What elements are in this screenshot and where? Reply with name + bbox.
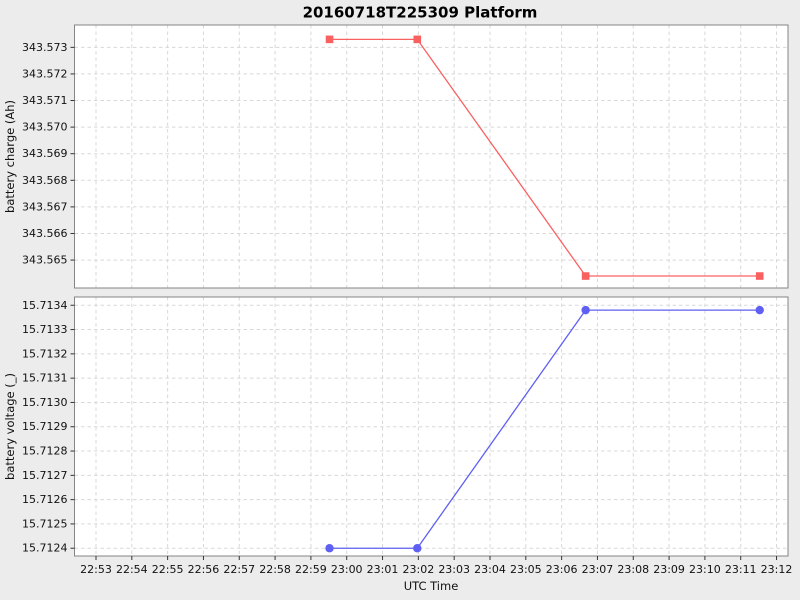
chart-title: 20160718T225309 Platform [303,4,538,22]
x-tick-label: 22:56 [188,563,220,576]
x-tick-label: 23:06 [546,563,578,576]
x-tick-label: 22:58 [259,563,291,576]
battery-charge-line [329,38,760,277]
circle-marker [413,544,422,553]
battery-voltage-line [329,309,760,549]
y-tick-label: 15.7134 [22,299,68,312]
y-tick-label: 15.7124 [22,542,68,555]
circle-marker [581,305,590,315]
y-tick-label: 15.7127 [22,469,68,482]
x-tick-label: 23:12 [761,563,793,576]
x-tick-label: 22:54 [116,563,148,576]
square-marker [581,272,590,280]
x-tick-label: 22:55 [152,563,184,576]
x-tick-label: 23:07 [582,563,614,576]
x-tick-label: 23:09 [653,563,685,576]
y-axis-label-battery-voltage: battery voltage (_) [3,373,17,480]
x-tick-label: 23:02 [403,563,435,576]
y-tick-label: 15.7130 [22,396,68,409]
y-tick-label: 343.573 [22,41,68,54]
y-tick-label: 343.569 [22,147,68,160]
x-tick-label: 23:08 [617,563,649,576]
y-tick-label: 15.7128 [22,445,68,458]
x-tick-label: 23:10 [689,563,721,576]
plot-frame [74,24,789,289]
x-tick-label: 22:59 [295,563,327,576]
battery-voltage-plot: 15.7124 15.7125 15.7126 15.7127 15.7128 15.71… [22,296,793,576]
y-tick-label: 15.7125 [22,517,68,530]
y-tick-label: 15.7126 [22,493,68,506]
y-tick-label: 343.565 [22,254,68,267]
x-tick-label: 22:57 [223,563,255,576]
x-tick-label: 22:53 [80,563,112,576]
square-marker [755,272,764,280]
x-tick-label: 23:04 [474,563,506,576]
square-marker [413,35,422,44]
circle-marker [325,544,334,553]
battery-charge-plot: 343.565 343.566 343.567 343.568 343.569 343.5… [22,24,789,289]
y-tick-label: 15.7133 [22,323,68,336]
square-marker [325,35,334,44]
y-tick-label: 343.571 [22,94,68,107]
x-axis-label: UTC Time [404,579,459,593]
y-tick-label: 343.566 [22,227,68,240]
plot-background [74,25,788,288]
y-tick-label: 15.7129 [22,420,68,433]
x-tick-label: 23:05 [510,563,542,576]
y-tick-label: 343.572 [22,67,68,80]
x-tick-label: 23:03 [438,563,470,576]
y-tick-label: 343.570 [22,121,68,134]
x-tick-label: 23:11 [725,563,757,576]
y-tick-label: 15.7132 [22,347,68,360]
y-tick-label: 15.7131 [22,372,68,385]
x-tick-label: 23:01 [367,563,399,576]
y-axis-label-battery-charge: battery charge (Ah) [3,100,17,213]
y-tick-label: 343.568 [22,174,68,187]
plot-areas: 343.565 343.566 343.567 343.568 343.569 343.5… [22,24,793,576]
circle-marker [755,305,764,315]
x-tick-label: 23:00 [331,563,363,576]
y-tick-label: 343.567 [22,200,68,213]
